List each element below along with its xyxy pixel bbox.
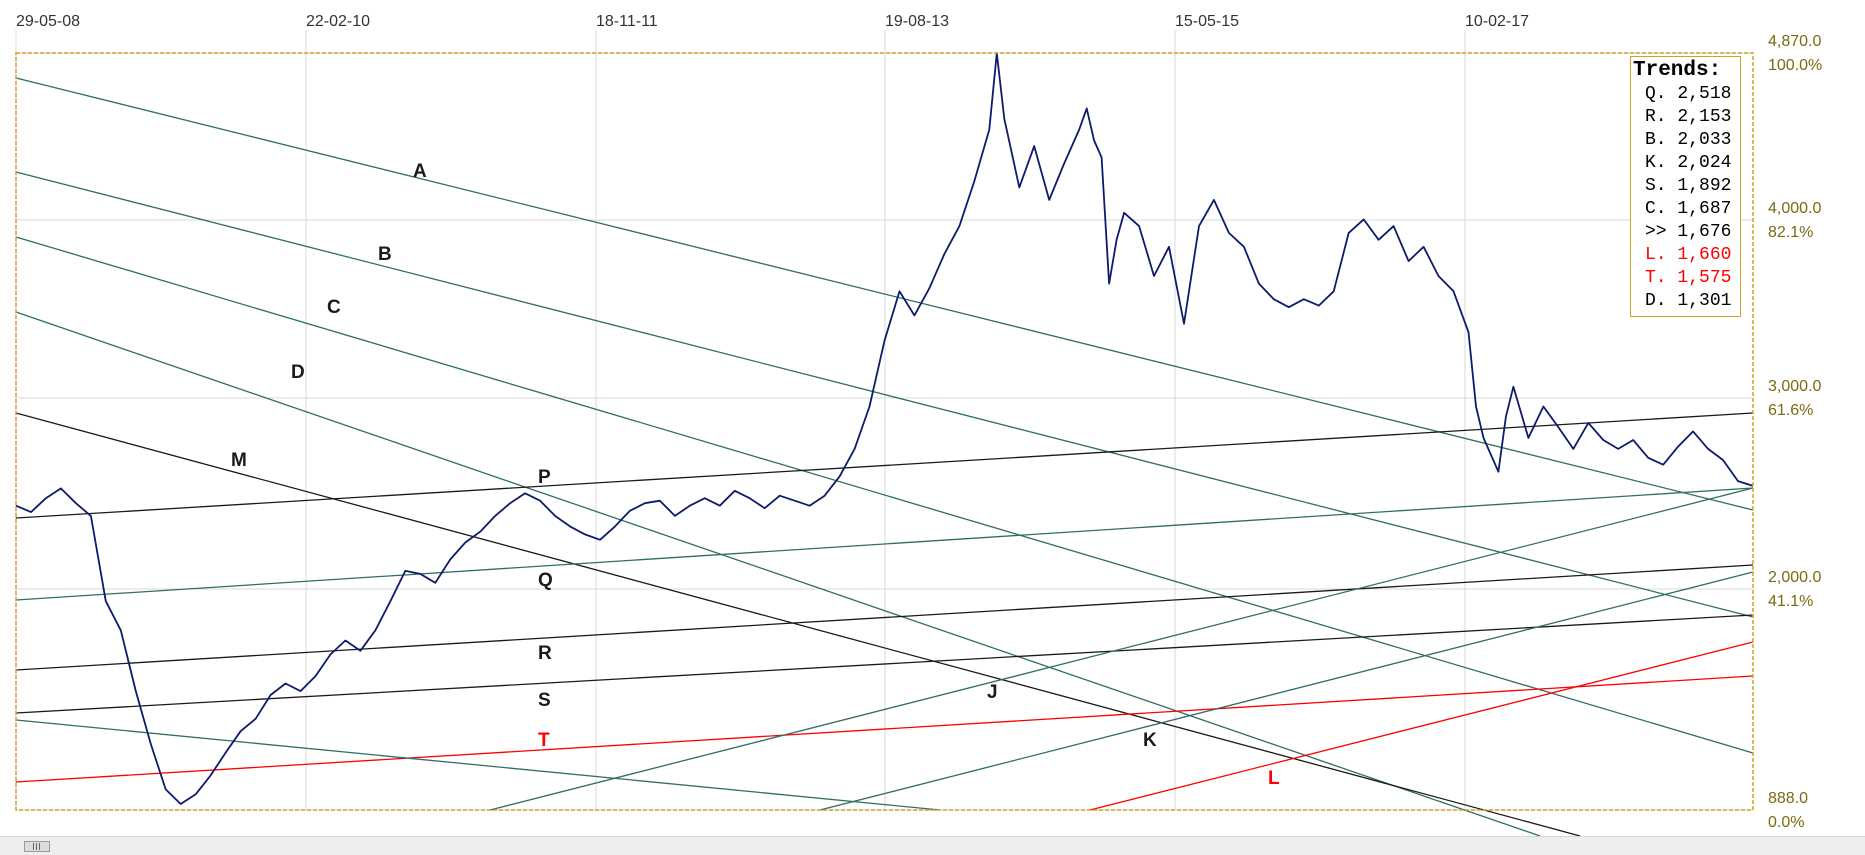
x-tick-label: 10-02-17 — [1465, 13, 1529, 30]
trend-label-b: B — [378, 244, 392, 265]
trend-label-a: A — [413, 161, 427, 182]
x-tick-label: 19-08-13 — [885, 13, 949, 30]
trend-line-m — [15, 412, 1581, 836]
legend-entry-label: K. — [1645, 153, 1667, 173]
scrollbar-thumb[interactable] — [24, 841, 50, 852]
y-pct-label: 100.0% — [1768, 57, 1822, 74]
legend-entry-label: >> — [1645, 222, 1667, 242]
legend-entry-label: D. — [1645, 291, 1667, 311]
legend-entry: >> 1,676 — [1631, 221, 1740, 244]
legend-entry-value: 2,033 — [1666, 130, 1732, 150]
y-axis: 4,870.0 100.0% 4,000.0 82.1% 3,000.0 61.6% 2,0… — [1768, 33, 1822, 831]
horizontal-scrollbar[interactable] — [0, 836, 1865, 855]
plot-frame — [15, 52, 1754, 811]
x-tick-label: 22-02-10 — [306, 13, 370, 30]
x-axis: 29-05-08 22-02-10 18-11-11 19-08-13 15-05-15… — [16, 13, 1529, 30]
legend-entry: R. 2,153 — [1631, 106, 1740, 129]
trend-line-c — [15, 236, 1754, 754]
trend-line-lower — [15, 719, 941, 811]
legend-entry-value: 1,575 — [1666, 268, 1732, 288]
legend-entry: D. 1,301 — [1631, 290, 1740, 313]
x-tick-label: 15-05-15 — [1175, 13, 1239, 30]
trend-line-t — [15, 675, 1754, 783]
legend-entry-label: T. — [1645, 268, 1667, 288]
trends-legend: Trends: Q. 2,518 R. 2,153 B. 2,033 K. 2,024… — [1630, 56, 1741, 317]
y-pct-label: 82.1% — [1768, 224, 1813, 241]
legend-entry-label: B. — [1645, 130, 1667, 150]
trend-line-b — [15, 171, 1754, 618]
legend-entry-value: 1,676 — [1666, 222, 1732, 242]
x-tick-label: 18-11-11 — [596, 13, 658, 30]
y-tick-label: 3,000.0 — [1768, 378, 1821, 395]
trend-line-q — [15, 487, 1754, 601]
grid-layer — [15, 30, 1753, 811]
trend-label-d: D — [291, 362, 305, 383]
legend-entry: C. 1,687 — [1631, 198, 1740, 221]
trend-label-m: M — [231, 450, 247, 471]
legend-entry: S. 1,892 — [1631, 175, 1740, 198]
trend-label-j: J — [987, 682, 998, 703]
trend-label-p: P — [538, 467, 551, 488]
trend-label-r: R — [538, 643, 552, 664]
trend-label-k: K — [1143, 730, 1157, 751]
y-pct-label: 0.0% — [1768, 814, 1804, 831]
trend-line-s — [15, 614, 1754, 714]
legend-entry: T. 1,575 — [1631, 267, 1740, 290]
legend-entry-label: R. — [1645, 107, 1667, 127]
legend-entry-value: 2,024 — [1666, 153, 1732, 173]
trend-label-s: S — [538, 690, 551, 711]
legend-entry-value: 1,660 — [1666, 245, 1732, 265]
legend-entry-value: 1,687 — [1666, 199, 1732, 219]
price-line — [15, 52, 1754, 805]
trend-line-p — [15, 412, 1754, 519]
trend-line-k — [819, 571, 1754, 811]
legend-entry-value: 2,153 — [1666, 107, 1732, 127]
y-tick-label: 4,870.0 — [1768, 33, 1821, 50]
legend-entry: B. 2,033 — [1631, 129, 1740, 152]
y-pct-label: 41.1% — [1768, 593, 1813, 610]
trend-labels: A B C D M P Q R ST J K L — [231, 161, 1280, 789]
y-pct-label: 61.6% — [1768, 402, 1813, 419]
trend-lines — [15, 77, 1754, 836]
y-tick-label: 4,000.0 — [1768, 200, 1821, 217]
y-tick-label: 888.0 — [1768, 790, 1808, 807]
trend-label-l: L — [1268, 768, 1280, 789]
trend-line-a — [15, 77, 1754, 511]
trend-label-t: T — [538, 730, 550, 751]
price-chart: A B C D M P Q R ST J K L 29-05-08 22-02-10 18-11-11 19… — [15, 13, 1822, 836]
legend-entry-label: C. — [1645, 199, 1667, 219]
trend-label-q: Q — [538, 570, 553, 591]
legend-entry-value: 2,518 — [1666, 84, 1732, 104]
trend-label-c: C — [327, 297, 341, 318]
x-tick-label: 29-05-08 — [16, 13, 80, 30]
trend-line-d — [15, 311, 1541, 836]
trend-line-l — [1089, 641, 1754, 811]
legend-entry: K. 2,024 — [1631, 152, 1740, 175]
y-tick-label: 2,000.0 — [1768, 569, 1821, 586]
trend-line-j — [489, 487, 1754, 811]
trend-line-r — [15, 564, 1754, 671]
legend-entry: L. 1,660 — [1631, 244, 1740, 267]
legend-entry-label: S. — [1645, 176, 1667, 196]
legend-title: Trends: — [1633, 59, 1722, 82]
legend-entry: Q. 2,518 — [1631, 83, 1740, 106]
legend-entry-label: L. — [1645, 245, 1667, 265]
legend-entry-value: 1,301 — [1666, 291, 1732, 311]
legend-entry-label: Q. — [1645, 84, 1667, 104]
legend-entry-value: 1,892 — [1666, 176, 1732, 196]
